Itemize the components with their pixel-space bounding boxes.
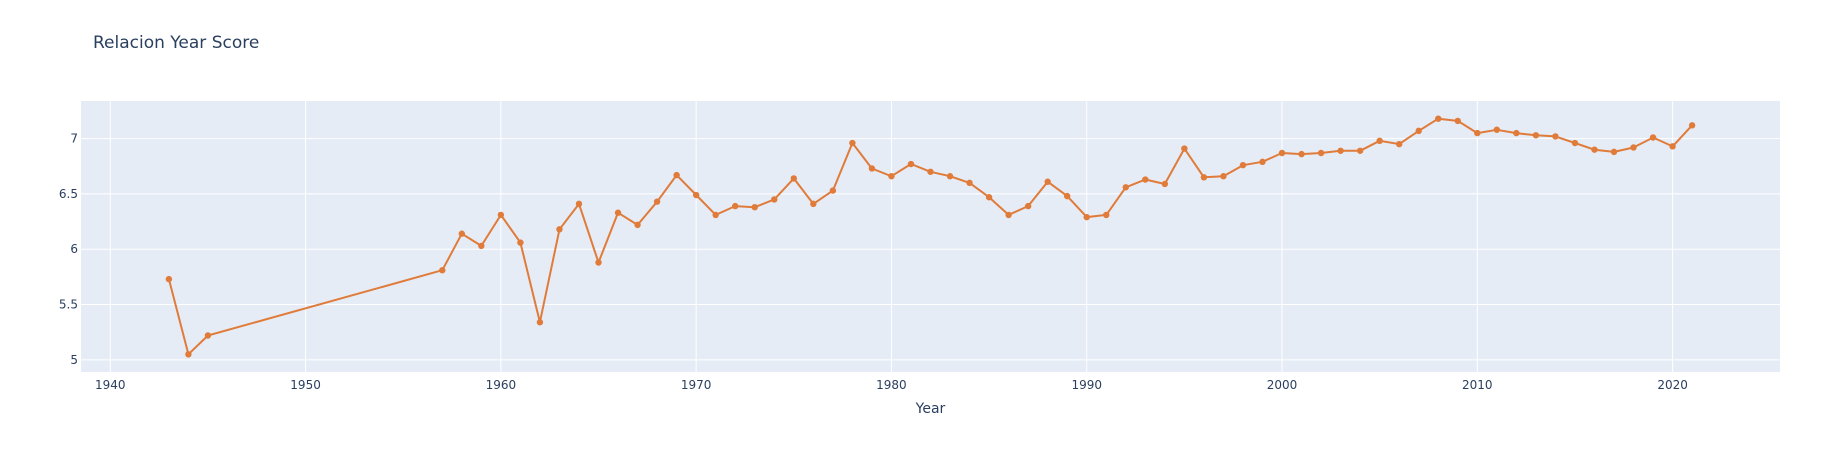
y-gridlines (81, 138, 1780, 361)
x-tick-label: 1970 (681, 378, 712, 392)
data-point (985, 194, 993, 201)
data-point (1532, 132, 1540, 139)
data-point (868, 165, 876, 172)
y-tick-label: 5.5 (59, 298, 78, 312)
x-axis-ticks: 1940 1950 1960 1970 1980 1990 2000 2010 2020 (95, 378, 1688, 392)
data-point (1571, 139, 1579, 147)
data-point (1435, 115, 1442, 122)
data-point (1337, 147, 1344, 154)
data-point (1181, 145, 1188, 152)
data-point (907, 160, 915, 168)
data-point (1083, 213, 1090, 221)
data-point (1239, 161, 1247, 169)
data-point (1200, 174, 1208, 181)
data-point (1005, 211, 1012, 219)
data-point (185, 351, 192, 358)
data-point (439, 267, 446, 274)
data-point (1395, 140, 1403, 148)
data-point (1298, 150, 1305, 158)
data-point (536, 319, 544, 326)
data-point (1103, 211, 1110, 219)
x-tick-label: 2000 (1267, 378, 1298, 392)
data-point (966, 179, 973, 187)
data-point (810, 200, 817, 208)
data-point (653, 198, 661, 205)
data-point (1317, 149, 1325, 157)
data-point (1552, 133, 1559, 140)
data-point (595, 259, 602, 266)
data-point (888, 173, 895, 180)
data-point (927, 168, 934, 175)
data-point (1356, 147, 1364, 154)
data-point (634, 221, 641, 229)
plot-area (81, 101, 1780, 372)
data-point (1669, 143, 1676, 150)
data-point (732, 202, 739, 210)
data-point (1161, 180, 1169, 188)
series-line (167, 117, 1693, 356)
data-point (204, 332, 212, 339)
series-group (165, 115, 1696, 358)
data-point (1688, 122, 1696, 129)
data-point (556, 226, 563, 233)
data-point (829, 187, 837, 194)
data-point (771, 196, 778, 203)
data-point (1630, 144, 1637, 151)
data-point (458, 230, 466, 237)
data-point (946, 173, 954, 180)
x-tick-label: 1980 (876, 378, 907, 392)
x-tick-label: 1940 (95, 378, 126, 392)
data-point (1044, 178, 1051, 185)
data-point (1220, 173, 1227, 180)
data-point (849, 139, 856, 147)
data-point (575, 200, 583, 208)
x-axis-title: Year (915, 401, 946, 417)
x-tick-label: 1960 (486, 378, 517, 392)
data-point (1610, 148, 1618, 156)
data-point (1259, 158, 1266, 166)
data-point (1064, 192, 1071, 200)
x-tick-label: 2020 (1657, 378, 1688, 392)
x-tick-label: 1950 (290, 378, 321, 392)
data-point (1493, 126, 1501, 133)
x-tick-label: 1990 (1071, 378, 1102, 392)
data-point (1415, 127, 1422, 135)
y-tick-label: 6.5 (59, 187, 78, 201)
data-point (1474, 129, 1481, 137)
data-point (1122, 184, 1129, 191)
y-tick-label: 5 (70, 353, 78, 367)
chart-title: Relacion Year Score (93, 33, 260, 53)
data-point (1591, 146, 1598, 153)
data-point (1649, 134, 1657, 141)
data-point (614, 209, 622, 216)
y-axis-ticks: 5 5.5 6 6.5 7 (59, 132, 78, 367)
data-point (673, 171, 680, 179)
y-tick-label: 7 (70, 132, 78, 146)
data-point (1024, 202, 1032, 210)
data-point (712, 211, 719, 219)
data-point (751, 203, 758, 211)
data-point (1454, 117, 1461, 125)
data-point (165, 275, 173, 283)
data-point (692, 191, 700, 199)
data-point (497, 211, 505, 219)
data-point (1376, 137, 1383, 145)
data-point (1513, 129, 1520, 137)
data-point (478, 242, 485, 250)
y-tick-label: 6 (70, 242, 78, 256)
data-point (517, 239, 524, 246)
data-point (1278, 149, 1286, 157)
x-tick-label: 2010 (1462, 378, 1493, 392)
data-point (1142, 176, 1149, 183)
data-point (790, 175, 797, 182)
